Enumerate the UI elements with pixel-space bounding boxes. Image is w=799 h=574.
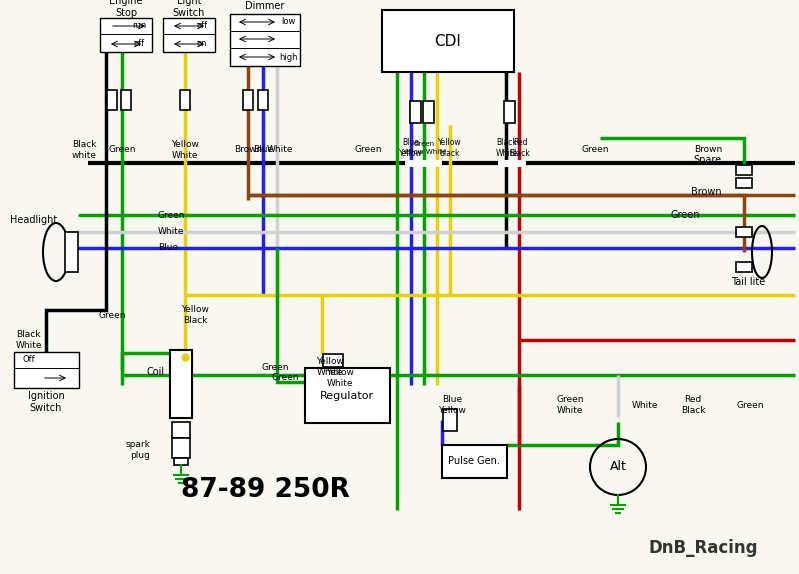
Text: low: low bbox=[280, 17, 295, 26]
Text: Green: Green bbox=[670, 210, 700, 220]
Bar bbox=[736, 165, 752, 175]
Text: Regulator: Regulator bbox=[320, 391, 374, 401]
Text: Spare: Spare bbox=[694, 155, 722, 165]
Bar bbox=[243, 90, 253, 110]
Text: Yellow
black: Yellow black bbox=[438, 138, 462, 158]
Text: Green
Yellow White: Green Yellow White bbox=[402, 142, 446, 154]
Bar bbox=[170, 350, 192, 418]
Text: Coil: Coil bbox=[147, 367, 165, 377]
Text: Brown: Brown bbox=[234, 145, 262, 154]
Text: Ignition
Switch: Ignition Switch bbox=[28, 391, 65, 413]
Bar bbox=[442, 445, 507, 478]
Text: Yellow
White: Yellow White bbox=[326, 369, 354, 387]
Bar bbox=[423, 101, 434, 123]
Bar bbox=[382, 10, 514, 72]
Bar bbox=[65, 232, 78, 272]
Bar bbox=[107, 90, 117, 110]
Text: run: run bbox=[132, 21, 146, 30]
Text: Blue
Yellow: Blue Yellow bbox=[438, 395, 466, 414]
Text: Tail lite: Tail lite bbox=[731, 277, 765, 287]
Text: off: off bbox=[197, 21, 208, 30]
Text: Red
Black: Red Black bbox=[510, 138, 531, 158]
Text: Green
White: Green White bbox=[556, 395, 584, 414]
Text: Yellow
White: Yellow White bbox=[171, 140, 199, 160]
Text: Green: Green bbox=[98, 311, 125, 320]
Text: Green: Green bbox=[581, 145, 609, 154]
Bar bbox=[410, 101, 420, 123]
Bar bbox=[14, 352, 79, 388]
Bar bbox=[180, 90, 190, 110]
Text: 87-89 250R: 87-89 250R bbox=[181, 477, 349, 503]
Bar bbox=[174, 458, 188, 465]
Text: Blue: Blue bbox=[158, 243, 178, 253]
Text: high: high bbox=[279, 52, 297, 61]
Bar bbox=[736, 178, 752, 188]
Bar bbox=[443, 409, 457, 431]
Text: Green: Green bbox=[108, 145, 136, 154]
Text: Red
Black: Red Black bbox=[681, 395, 706, 414]
Text: Headlight: Headlight bbox=[10, 215, 58, 225]
Bar bbox=[163, 18, 215, 52]
Text: Yellow
Black: Yellow Black bbox=[181, 305, 209, 325]
Bar bbox=[121, 90, 131, 110]
Bar bbox=[305, 368, 390, 423]
Text: Black
white: Black white bbox=[71, 140, 97, 160]
Text: Dimmer: Dimmer bbox=[245, 1, 284, 11]
Text: Pulse Gen.: Pulse Gen. bbox=[448, 456, 500, 466]
Text: Green: Green bbox=[271, 374, 299, 382]
Text: Green: Green bbox=[261, 363, 288, 371]
Text: Alt: Alt bbox=[610, 460, 626, 474]
Text: spark
plug: spark plug bbox=[125, 440, 150, 460]
Bar bbox=[172, 438, 190, 458]
Text: Brown: Brown bbox=[694, 145, 722, 154]
Text: White: White bbox=[267, 145, 293, 154]
Bar bbox=[323, 354, 343, 367]
Bar bbox=[736, 262, 752, 272]
Text: White: White bbox=[632, 401, 658, 409]
Text: White: White bbox=[158, 227, 185, 236]
Bar bbox=[736, 227, 752, 237]
Text: Black
White: Black White bbox=[496, 138, 519, 158]
Text: Off: Off bbox=[22, 355, 35, 364]
Text: Green: Green bbox=[736, 401, 764, 409]
Bar bbox=[258, 90, 268, 110]
Bar bbox=[503, 101, 515, 123]
Text: Blue
Yellow: Blue Yellow bbox=[400, 138, 423, 158]
Text: on: on bbox=[197, 40, 207, 48]
Bar bbox=[230, 14, 300, 66]
Text: off: off bbox=[133, 40, 145, 48]
Text: Green: Green bbox=[354, 145, 382, 154]
Text: CDI: CDI bbox=[435, 33, 462, 48]
Text: Black
White: Black White bbox=[16, 330, 42, 350]
Text: Brown: Brown bbox=[691, 187, 722, 197]
Bar bbox=[100, 18, 152, 52]
Text: DnB_Racing: DnB_Racing bbox=[648, 539, 757, 557]
Text: Green: Green bbox=[158, 211, 185, 219]
Text: Engine
Stop: Engine Stop bbox=[109, 0, 143, 18]
Text: Light
Switch: Light Switch bbox=[173, 0, 205, 18]
Text: Blue: Blue bbox=[253, 145, 273, 154]
Bar bbox=[172, 422, 190, 438]
Text: Yellow
White: Yellow White bbox=[316, 357, 344, 377]
